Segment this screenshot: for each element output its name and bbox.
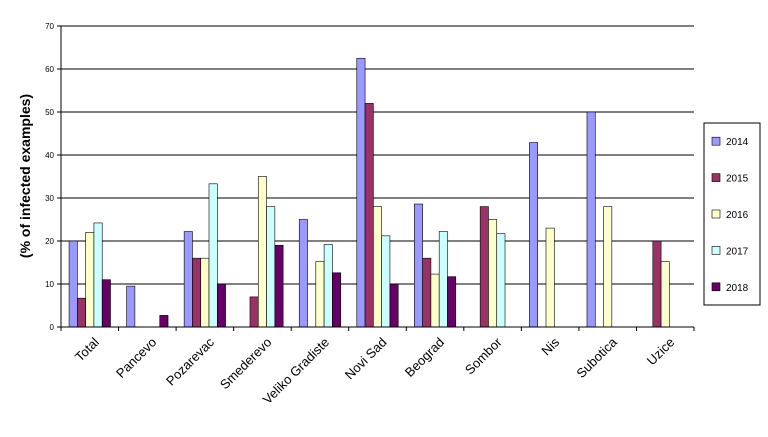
y-axis-label: (% of infected examples) [17, 94, 33, 258]
bar-2016 [603, 206, 613, 328]
bar-2016 [257, 176, 267, 328]
legend-swatch-2016 [711, 209, 721, 219]
y-tick-label: 40 [45, 151, 54, 160]
legend-label-2018: 2018 [726, 283, 749, 294]
y-axis-ticks: 0 10 20 30 40 50 60 70 [45, 22, 61, 332]
bar-2015 [77, 297, 86, 328]
bar-2014 [126, 285, 136, 328]
bar-2018 [274, 245, 284, 328]
bar-2016 [545, 227, 555, 328]
bar-2017 [381, 235, 391, 328]
x-tick-label: Smederevo [217, 335, 275, 393]
bar-2015 [192, 257, 202, 328]
bar-2016 [488, 219, 498, 328]
bar-2014 [529, 142, 539, 328]
x-tick-label: Subotica [573, 334, 620, 381]
bar-2018 [101, 279, 111, 328]
x-tick-label: Pozarevac [163, 334, 217, 388]
legend-label-2016: 2016 [726, 210, 749, 221]
bar-2015 [249, 296, 259, 328]
bar-2014 [68, 240, 78, 328]
y-tick-label: 70 [45, 22, 54, 31]
bar-2017 [208, 183, 218, 328]
bar-2018 [216, 283, 226, 328]
bar-2014 [414, 203, 423, 328]
bar-2014 [586, 111, 596, 328]
y-tick-label: 10 [45, 280, 54, 289]
legend-swatch-2018 [711, 282, 721, 292]
x-tick-label: Total [72, 334, 102, 364]
bar-2018 [332, 272, 341, 328]
bar-2018 [447, 276, 457, 328]
bar-2018 [159, 315, 169, 328]
x-tick-label: Beograd [402, 335, 447, 380]
legend-swatch-2015 [711, 173, 721, 182]
y-tick-label: 50 [45, 108, 54, 117]
y-tick-label: 60 [45, 65, 54, 74]
bar-2014 [356, 57, 366, 328]
bar-2017 [438, 231, 448, 328]
legend-label-2014: 2014 [726, 137, 749, 148]
bar-2017 [323, 244, 333, 328]
bar-2016 [85, 232, 95, 328]
bar-2017 [93, 222, 103, 328]
legend-label-2015: 2015 [726, 174, 749, 185]
bar-2017 [266, 206, 276, 328]
bar-2016 [430, 273, 440, 328]
bar-2016 [315, 261, 325, 328]
legend: 2014 2015 2016 2017 2018 [703, 122, 761, 306]
legend-label-2017: 2017 [726, 246, 749, 257]
x-tick-label: Sombor [462, 334, 505, 377]
bar-2015 [479, 206, 489, 328]
bar-2016 [200, 257, 210, 328]
bar-2016 [373, 206, 382, 328]
y-tick-label: 30 [45, 194, 54, 203]
bar-2015 [364, 103, 374, 328]
axes [60, 26, 694, 328]
bar-2015 [652, 240, 662, 328]
bar-2014 [298, 219, 308, 328]
legend-swatch-2014 [711, 136, 721, 146]
bar-2018 [389, 283, 399, 328]
bar-2016 [660, 261, 670, 328]
legend-swatch-2017 [711, 246, 721, 255]
x-tick-label: Uzice [644, 335, 678, 369]
bar-2017 [496, 233, 506, 328]
gridlines [61, 25, 694, 285]
y-tick-label: 0 [50, 323, 55, 332]
bars [68, 57, 670, 328]
y-tick-label: 20 [45, 237, 54, 246]
x-tick-label: Pancevo [113, 335, 159, 381]
x-tick-label: Nis [538, 334, 562, 358]
bar-2014 [183, 231, 193, 328]
x-tick-label: Novi Sad [342, 335, 390, 383]
bar-2015 [422, 257, 432, 328]
